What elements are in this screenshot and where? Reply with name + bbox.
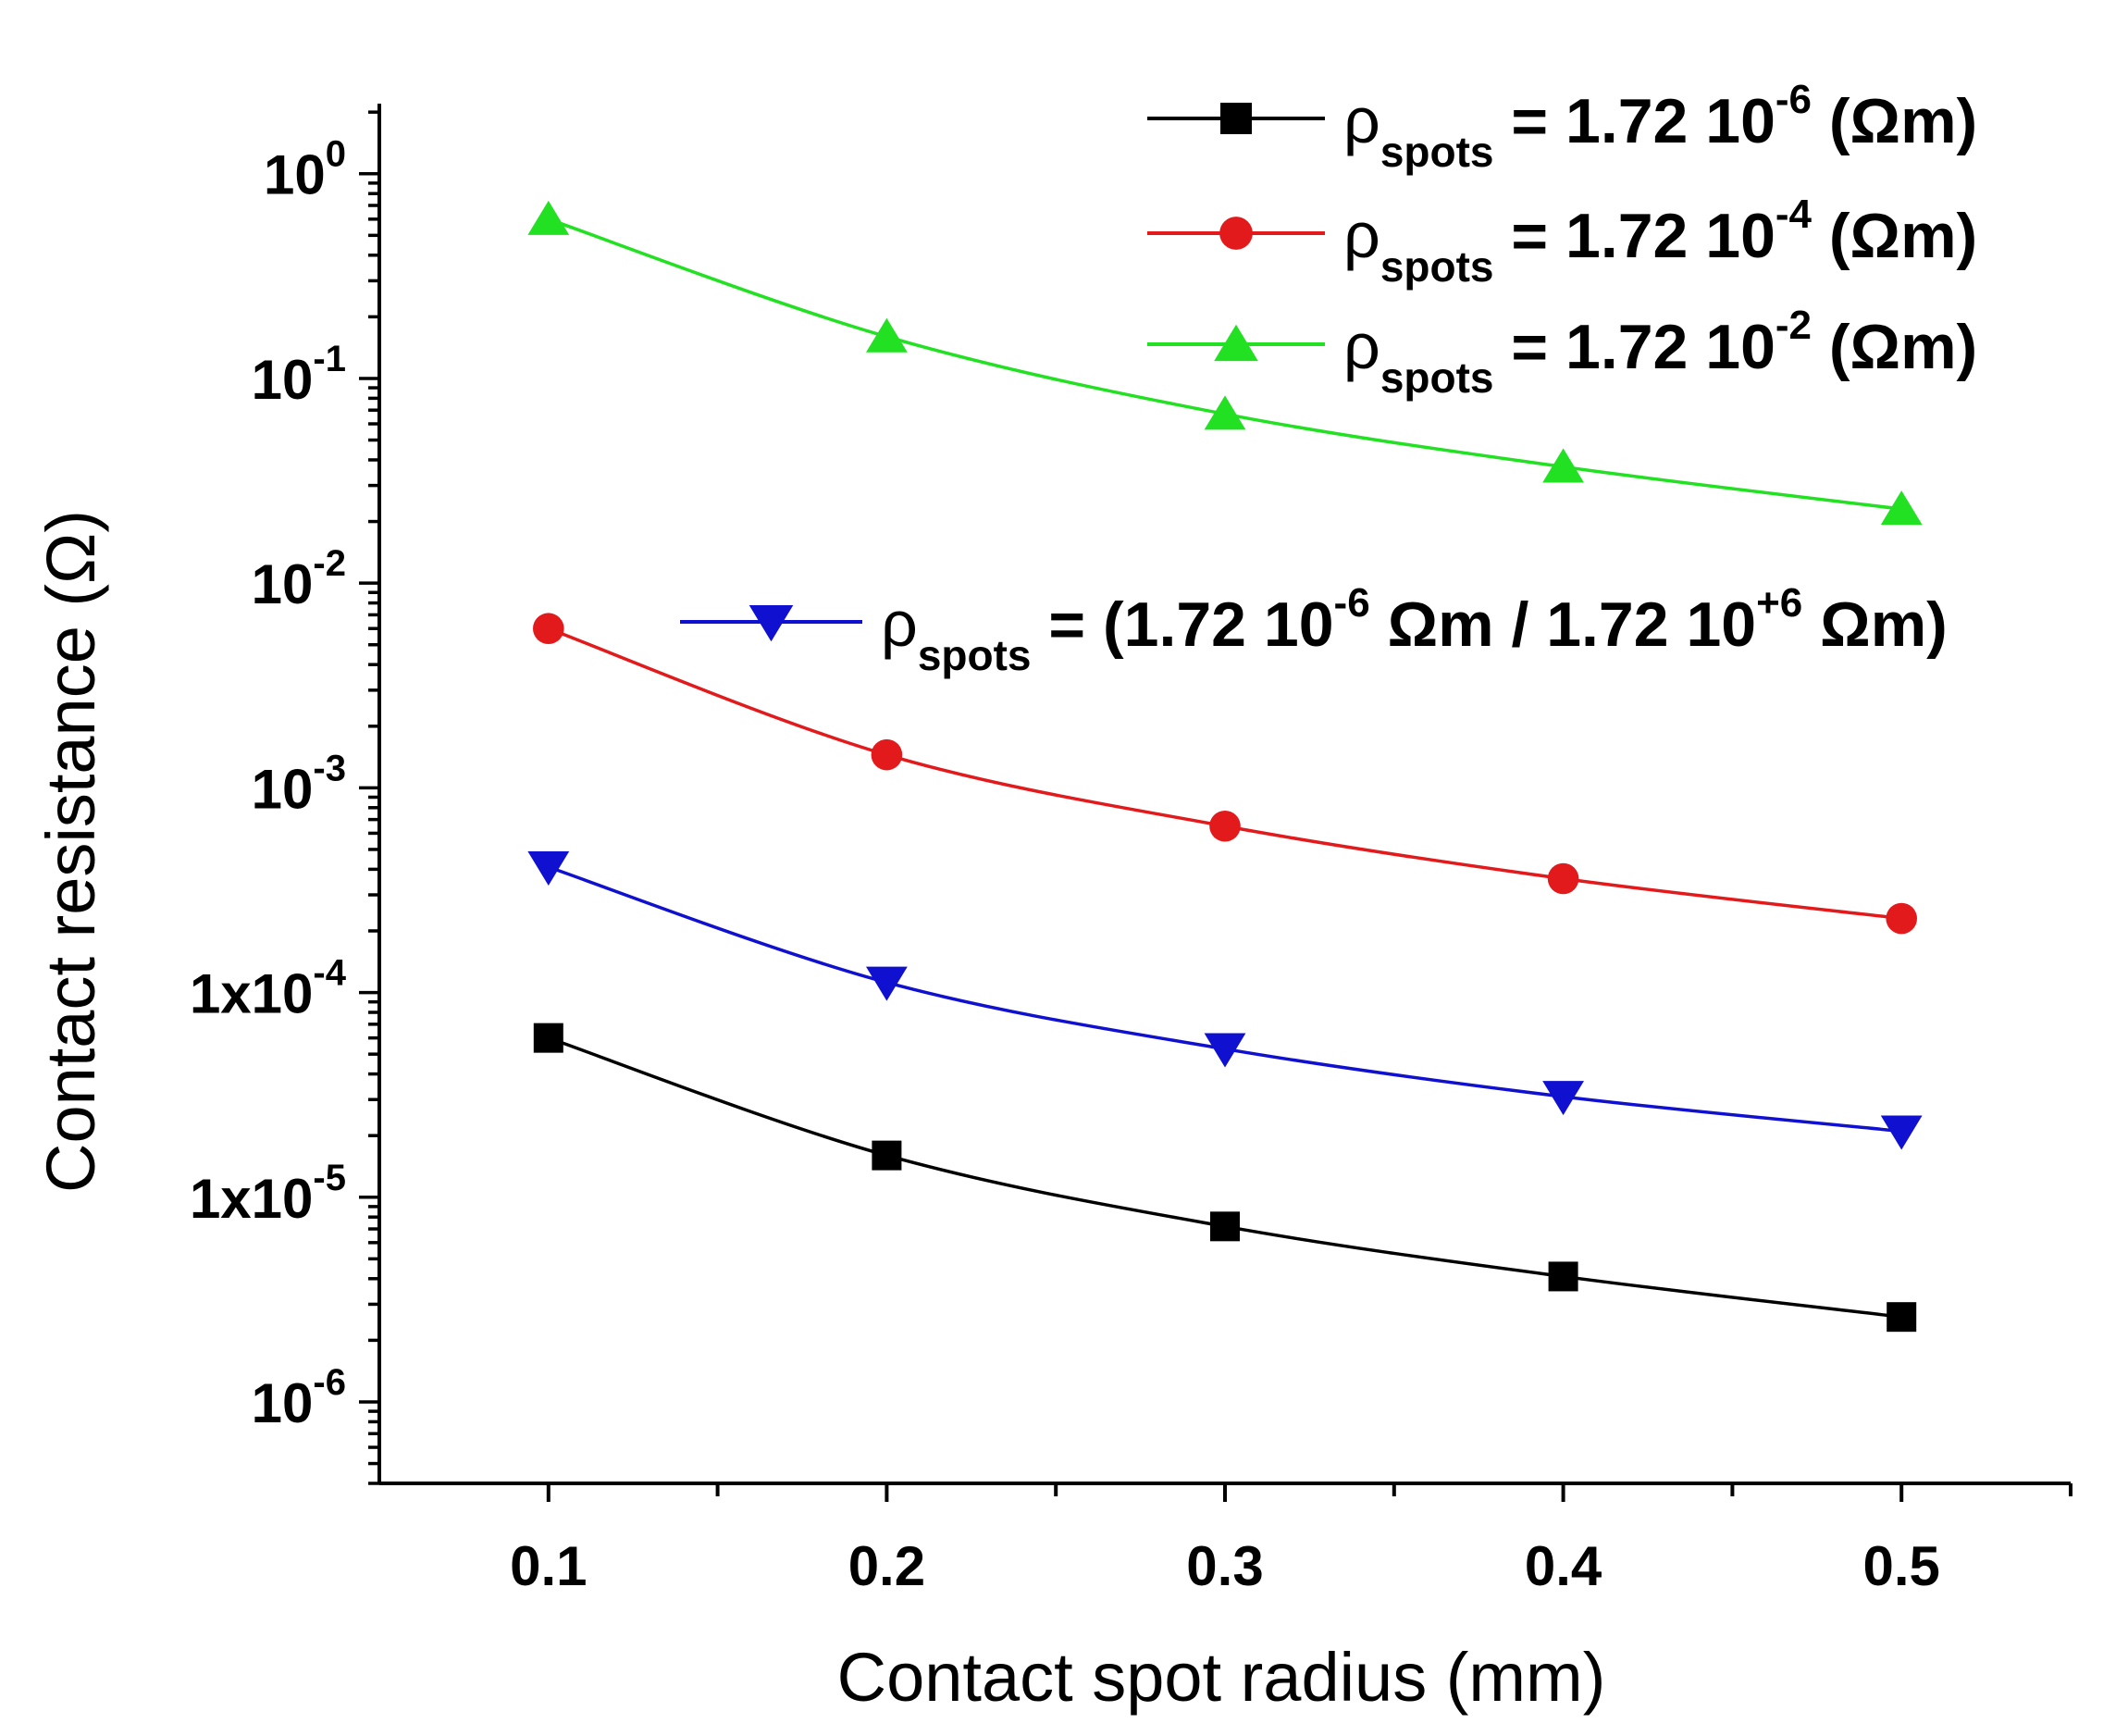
data-point <box>1547 862 1579 895</box>
series-4 <box>527 851 1923 1150</box>
legend-marker <box>1220 103 1252 134</box>
series-layer <box>527 200 1923 1333</box>
series-3 <box>527 200 1923 526</box>
series-line <box>548 865 1902 1134</box>
legend-subscript: spots <box>918 631 1032 679</box>
legend-subscript: spots <box>1380 128 1494 176</box>
data-point <box>1542 448 1584 483</box>
data-point <box>1887 1302 1917 1333</box>
data-point <box>533 1023 563 1053</box>
data-point <box>1548 1261 1578 1292</box>
legend-item-1: ρspots = 1.72 10-6 (Ωm) <box>1147 77 1977 176</box>
legend-item-4: ρspots = (1.72 10-6 Ωm / 1.72 10+6 Ωm) <box>680 580 1948 679</box>
legend-exponent: -6 <box>1334 580 1370 626</box>
data-point <box>527 200 570 235</box>
data-point <box>527 851 570 887</box>
legend-label: ρspots = 1.72 10-2 (Ωm) <box>1343 303 1977 402</box>
y-tick-label: 1x10-4 <box>190 953 347 1025</box>
data-point <box>1210 1211 1240 1242</box>
y-tick-base: 1x10 <box>190 1168 313 1230</box>
x-tick-label: 0.5 <box>1862 1535 1939 1597</box>
y-tick-exponent: -5 <box>313 1158 346 1198</box>
legend-text: (Ωm) <box>1812 201 1977 271</box>
data-point <box>866 317 908 353</box>
y-tick-exponent: -1 <box>313 339 346 379</box>
legend-text: = 1.72 10 <box>1494 201 1775 271</box>
legend-label: ρspots = 1.72 10-4 (Ωm) <box>1343 192 1977 291</box>
data-point <box>872 1140 902 1171</box>
data-point <box>1209 810 1241 842</box>
y-tick-base: 1x10 <box>190 963 313 1025</box>
series-1 <box>533 1023 1917 1333</box>
y-tick-exponent: -6 <box>313 1362 346 1403</box>
y-tick-exponent: -3 <box>313 748 346 788</box>
legend-label: ρspots = (1.72 10-6 Ωm / 1.72 10+6 Ωm) <box>881 580 1948 679</box>
x-tick-label: 0.3 <box>1186 1535 1263 1597</box>
legend-exponent: +6 <box>1756 580 1802 626</box>
y-axis-title: Contact resistance (Ω) <box>32 510 109 1193</box>
legend-exponent: -4 <box>1775 192 1813 237</box>
y-tick-base: 10 <box>252 553 314 615</box>
legend-rho: ρ <box>1343 84 1380 156</box>
legend-subscript: spots <box>1380 353 1494 402</box>
legend-exponent: -6 <box>1775 77 1812 122</box>
y-tick-exponent: -2 <box>313 543 346 584</box>
legend-text: (Ωm) <box>1812 86 1977 156</box>
y-tick-label: 10-2 <box>252 543 346 615</box>
legend-marker <box>749 604 794 642</box>
legend-rho: ρ <box>1343 199 1380 271</box>
data-point <box>1880 490 1923 526</box>
data-point <box>871 738 903 771</box>
series-line <box>548 1035 1902 1319</box>
legend-rho: ρ <box>1343 310 1380 382</box>
y-tick-label: 10-3 <box>252 748 346 820</box>
data-point <box>1886 902 1917 935</box>
x-tick-label: 0.4 <box>1525 1535 1602 1597</box>
legend-item-2: ρspots = 1.72 10-4 (Ωm) <box>1147 192 1977 291</box>
y-tick-exponent: -4 <box>313 953 346 994</box>
legend-item-3: ρspots = 1.72 10-2 (Ωm) <box>1147 303 1977 402</box>
legend-text: = 1.72 10 <box>1494 86 1775 156</box>
series-2 <box>533 613 1917 935</box>
legend-subscript: spots <box>1380 242 1494 291</box>
y-tick-base: 10 <box>252 1372 314 1434</box>
legend-text: = 1.72 10 <box>1494 312 1775 382</box>
x-tick-label: 0.2 <box>848 1535 925 1597</box>
y-tick-label: 10-6 <box>252 1362 346 1434</box>
data-point <box>533 613 564 645</box>
legend-text: (Ωm) <box>1812 312 1977 382</box>
legend-text: = (1.72 10 <box>1032 589 1334 660</box>
data-point <box>1204 1033 1246 1068</box>
data-point <box>1204 395 1246 430</box>
x-tick-label: 0.1 <box>510 1535 587 1597</box>
x-axis-title: Contact spot radius (mm) <box>837 1639 1606 1716</box>
legend-marker <box>1219 217 1253 250</box>
data-point <box>866 966 908 1001</box>
legend-rho: ρ <box>881 588 918 660</box>
y-tick-label: 1x10-5 <box>190 1158 346 1230</box>
y-tick-label: 10-1 <box>252 339 346 411</box>
legend-marker <box>1214 324 1258 362</box>
axes: 0.1 0.2 0.3 0.4 0.510010-110-210-31x10-41x10… <box>190 104 2072 1597</box>
legend-label: ρspots = 1.72 10-6 (Ωm) <box>1343 77 1977 176</box>
y-tick-exponent: 0 <box>326 134 346 175</box>
data-point <box>1880 1115 1923 1150</box>
y-tick-base: 10 <box>252 758 314 820</box>
data-point <box>1542 1081 1584 1116</box>
legend: ρspots = 1.72 10-6 (Ωm)ρspots = 1.72 10-… <box>680 77 1977 679</box>
y-tick-base: 10 <box>252 349 314 411</box>
legend-text: Ωm) <box>1802 589 1948 660</box>
series-line <box>548 626 1902 921</box>
y-tick-label: 100 <box>264 134 346 206</box>
legend-text: Ωm / 1.72 10 <box>1370 589 1756 660</box>
legend-exponent: -2 <box>1775 303 1812 348</box>
y-tick-base: 10 <box>264 144 326 206</box>
